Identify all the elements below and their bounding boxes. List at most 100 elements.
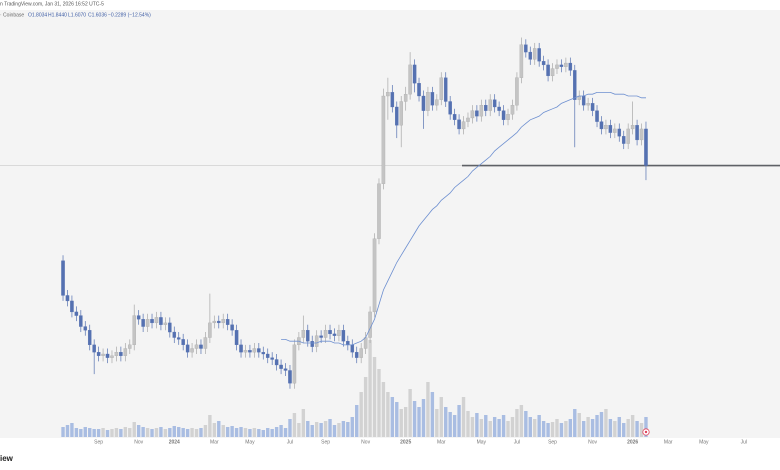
volume-bar [83,427,87,437]
candle-body [430,92,435,106]
candle-body [426,92,430,111]
volume-bar [644,417,648,437]
volume-bar [257,429,261,437]
candle-body [537,48,541,62]
candle-body [492,99,497,108]
volume-bar [212,423,217,437]
candle-body [479,104,484,117]
volume-bar [270,429,274,437]
volume-bar [497,419,501,437]
candle-body [217,320,221,324]
volume-bar [608,419,613,437]
candle-body [301,330,306,338]
candle-body [328,330,332,335]
volume-bar [461,397,466,437]
volume-bar [341,421,346,437]
volume-bar [88,428,92,437]
candle-body [524,44,528,53]
volume-bar [501,415,506,437]
candle-body [310,341,314,347]
volume-bar [65,425,70,437]
volume-bar [515,409,519,437]
x-tick-label: May [699,439,709,445]
candle-body [248,350,252,353]
candle-body [439,77,444,100]
candle-body [332,333,337,336]
candle-body [212,320,217,324]
candle-body [395,106,399,126]
candle-body [621,136,626,144]
volume-bar [635,421,639,437]
volume-bar [639,423,644,437]
candle-body [506,114,510,120]
volume-bar [399,409,403,437]
volume-bar [114,428,119,437]
volume-bar [546,423,550,437]
volume-bar [239,427,243,437]
candle-body [114,352,119,356]
candle-body [185,344,190,353]
volume-bar [506,421,510,437]
x-tick-label: Nov [588,439,597,445]
volume-bar [319,423,323,437]
candle-body [221,319,225,324]
ohlc-label: O1.8034 [28,12,47,18]
volume-bar [626,419,630,437]
candle-body [61,260,65,296]
x-tick-label: Mar [210,439,219,445]
candle-body [83,326,88,331]
candle-body [230,324,234,331]
volume-bar [622,423,626,437]
volume-bar [559,423,564,437]
candle-body [181,339,185,346]
volume-bar [119,429,123,437]
candle-body [604,125,608,130]
volume-bar [190,428,194,437]
volume-bar [230,426,234,437]
x-tick-label: Jul [514,439,520,445]
candle-body [279,364,283,369]
candle-body [363,337,368,349]
candle-body [265,353,270,358]
volume-bar [261,430,265,437]
volume-bar [524,411,528,437]
candle-body [243,350,248,353]
x-tick-label: Mar [437,439,446,445]
volume-bar [408,389,412,437]
volume-bar [288,419,292,437]
candle-body [154,317,159,324]
volume-bar [159,427,163,437]
volume-bar [363,377,368,437]
candle-body [586,103,590,106]
candle-body [568,62,573,71]
x-tick-label: Sep [321,439,330,445]
candle-body [74,311,79,316]
candle-body [337,330,341,336]
volume-bar [533,419,537,437]
candle-body [319,335,323,338]
candle-body [613,128,617,133]
volume-bar [452,415,457,437]
candle-body [484,104,488,111]
volume-bar [172,426,176,437]
candle-body [501,110,506,120]
volume-bar [92,429,96,437]
volume-bar [421,399,426,437]
candle-body [141,319,145,327]
candle-body [150,319,154,324]
candle-body [590,103,595,111]
volume-bar [470,417,475,437]
symbol-text: · Coinbase [0,12,24,18]
candle-body [359,348,363,358]
candle-body [354,352,359,358]
volume-bar [163,429,168,437]
volume-bar [185,429,190,437]
volume-bar [248,429,252,437]
candle-body [190,348,194,353]
candle-body [145,319,150,327]
volume-bar [599,412,604,437]
volume-bar [350,417,354,437]
x-tick-label: 2026 [627,439,638,445]
candle-body [546,64,550,77]
